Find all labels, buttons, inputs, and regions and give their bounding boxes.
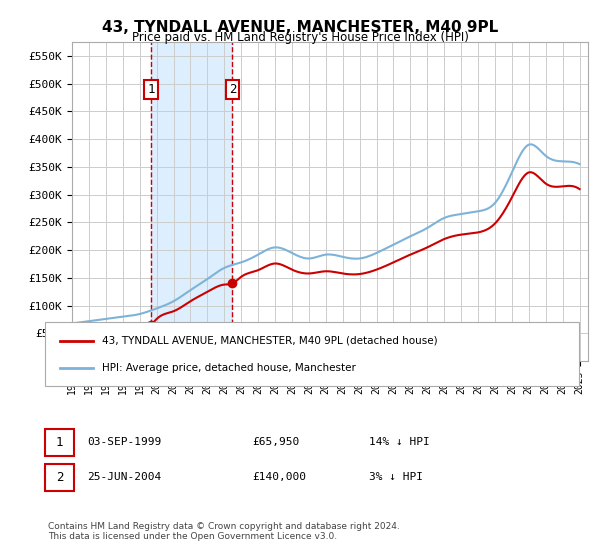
Text: 43, TYNDALL AVENUE, MANCHESTER, M40 9PL (detached house): 43, TYNDALL AVENUE, MANCHESTER, M40 9PL … — [102, 335, 437, 346]
Text: 14% ↓ HPI: 14% ↓ HPI — [369, 437, 430, 447]
Text: 2: 2 — [56, 470, 63, 484]
Text: 43, TYNDALL AVENUE, MANCHESTER, M40 9PL: 43, TYNDALL AVENUE, MANCHESTER, M40 9PL — [102, 20, 498, 35]
Bar — [151, 42, 232, 361]
Text: Price paid vs. HM Land Registry's House Price Index (HPI): Price paid vs. HM Land Registry's House … — [131, 31, 469, 44]
Text: 03-SEP-1999: 03-SEP-1999 — [87, 437, 161, 447]
Text: 1: 1 — [56, 436, 63, 449]
Text: Contains HM Land Registry data © Crown copyright and database right 2024.
This d: Contains HM Land Registry data © Crown c… — [48, 522, 400, 542]
Text: 3% ↓ HPI: 3% ↓ HPI — [369, 472, 423, 482]
Text: 2: 2 — [229, 83, 236, 96]
Text: HPI: Average price, detached house, Manchester: HPI: Average price, detached house, Manc… — [102, 363, 356, 373]
Text: £65,950: £65,950 — [252, 437, 299, 447]
Text: 1: 1 — [147, 83, 155, 96]
Text: £140,000: £140,000 — [252, 472, 306, 482]
Text: 25-JUN-2004: 25-JUN-2004 — [87, 472, 161, 482]
